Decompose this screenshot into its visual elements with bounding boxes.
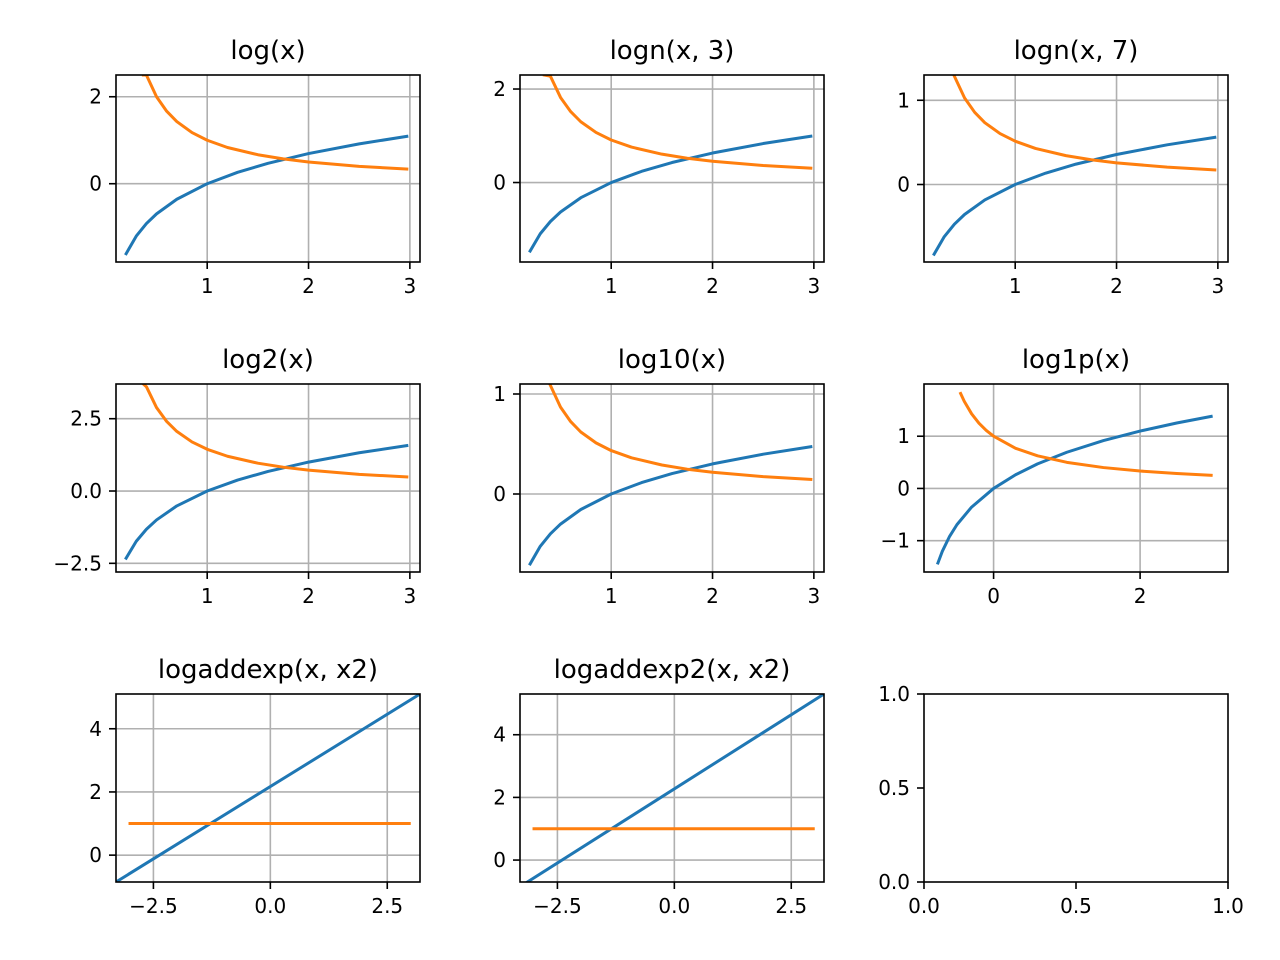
y-tick-label: 0.0 [70,479,102,503]
y-tick-label: 1 [897,88,910,112]
y-tick-label: 1 [493,382,506,406]
series-group [524,694,824,882]
series-group [124,75,409,256]
axes-frame [923,693,1229,883]
series-group [935,391,1213,565]
x-tick-label: −2.5 [129,894,178,918]
series-line-1 [932,135,1217,257]
y-tick-label: 0.0 [878,870,910,894]
x-tick-label: 1 [201,584,214,608]
axes-frame [519,383,825,573]
axes-frame [115,693,421,883]
series-line-2 [958,391,1213,477]
y-tick-label: −1 [881,529,910,553]
series-line-2 [542,75,813,170]
series-group [116,694,420,882]
series-line-2 [141,75,409,171]
series-group [932,75,1217,257]
x-tick-label: −2.5 [533,894,582,918]
y-tick-label: 0.5 [878,776,910,800]
subplot-title: log2(x) [222,345,314,375]
series-line-1 [116,694,420,882]
x-tick-label: 2.5 [371,894,403,918]
x-tick-label: 2.5 [775,894,807,918]
y-tick-label: 0 [493,848,506,872]
x-tick-label: 0.0 [658,894,690,918]
y-tick-label: 0 [493,482,506,506]
y-tick-label: 0 [897,476,910,500]
subplot-7: −2.5 0.0 2.5 0 2 4 logaddexp(x, x2) [89,655,421,918]
y-tick-label: 1.0 [878,682,910,706]
axes-frame [115,74,421,263]
axes-frame [115,383,421,573]
subplot-title: logn(x, 7) [1014,36,1139,66]
axes-frame [519,693,825,883]
x-tick-label: 0.5 [1060,894,1092,918]
x-tick-label: 1.0 [1212,894,1244,918]
series-line-1 [935,414,1213,565]
x-tick-label: 2 [1134,584,1147,608]
y-tick-label: 2 [493,785,506,809]
series-line-1 [524,694,824,882]
subplot-2: 1 2 3 0 2 logn(x, 3) [493,36,825,298]
series-line-1 [124,443,409,561]
subplot-4: 1 2 3 −2.5 0.0 2.5 log2(x) [53,345,421,608]
series-group [528,384,813,566]
series-line-1 [528,134,813,254]
subplot-title: log(x) [230,36,305,66]
x-tick-label: 0.0 [254,894,286,918]
x-tick-label: 1 [1009,274,1022,298]
series-group [528,75,813,254]
x-tick-label: 2 [706,584,719,608]
x-tick-label: 3 [807,274,820,298]
axes-frame [923,74,1229,263]
y-tick-label: 2 [493,77,506,101]
y-tick-label: 0 [89,843,102,867]
y-tick-label: 4 [89,717,102,741]
series-line-2 [141,384,409,479]
y-tick-label: 0 [89,172,102,196]
x-tick-label: 2 [706,274,719,298]
series-line-2 [952,75,1217,172]
subplot-6: 0 2 −1 0 1 log1p(x) [881,345,1229,608]
subplot-9: 0.0 0.5 1.0 0.0 0.5 1.0 [878,682,1244,918]
x-tick-label: 0 [987,584,1000,608]
subplot-title: log10(x) [618,345,726,375]
y-tick-label: 0 [897,173,910,197]
subplot-5: 1 2 3 0 1 log10(x) [493,345,825,608]
x-tick-label: 3 [1211,274,1224,298]
subplot-title: logaddexp(x, x2) [158,655,378,685]
series-line-1 [528,444,813,566]
series-line-2 [548,384,813,481]
x-tick-label: 1 [605,274,618,298]
series-line-1 [124,134,409,256]
x-tick-label: 1 [605,584,618,608]
x-tick-label: 3 [807,584,820,608]
axes-frame [519,74,825,263]
axes-frame [923,383,1229,573]
subplot-3: 1 2 3 0 1 logn(x, 7) [897,36,1229,298]
y-tick-label: 1 [897,424,910,448]
y-tick-label: 2 [89,85,102,109]
y-tick-label: −2.5 [53,551,102,575]
x-tick-label: 0.0 [908,894,940,918]
x-tick-label: 2 [1110,274,1123,298]
subplot-title: log1p(x) [1022,345,1130,375]
x-tick-label: 3 [403,274,416,298]
x-tick-label: 3 [403,584,416,608]
x-tick-label: 2 [302,274,315,298]
y-tick-label: 0 [493,171,506,195]
x-tick-label: 2 [302,584,315,608]
y-tick-label: 2 [89,780,102,804]
y-tick-label: 2.5 [70,407,102,431]
subplot-8: −2.5 0.0 2.5 0 2 4 logaddexp2(x, x2) [493,655,825,918]
series-group [124,384,409,561]
y-tick-label: 4 [493,723,506,747]
x-tick-label: 1 [201,274,214,298]
subplot-1: 1 2 3 0 2 log(x) [89,36,421,298]
subplot-title: logaddexp2(x, x2) [554,655,791,685]
subplot-title: logn(x, 3) [610,36,735,66]
